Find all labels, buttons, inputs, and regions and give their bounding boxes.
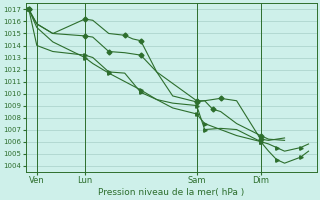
X-axis label: Pression niveau de la mer( hPa ): Pression niveau de la mer( hPa )	[98, 188, 244, 197]
